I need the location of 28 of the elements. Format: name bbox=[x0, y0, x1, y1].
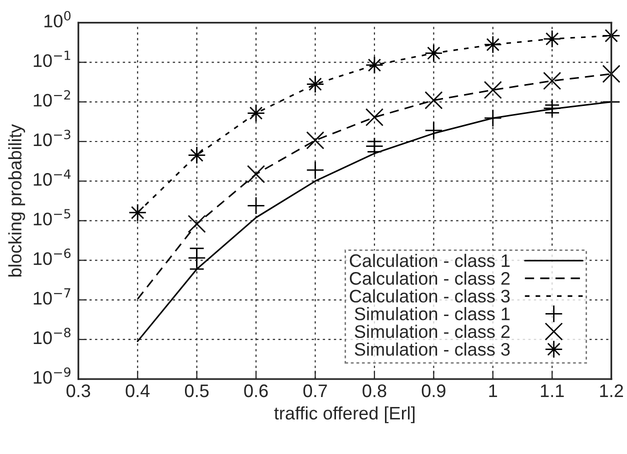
legend-label: Simulation - class 2 bbox=[354, 324, 510, 338]
legend-label: Simulation - class 1 bbox=[354, 307, 510, 320]
y-axis-title: blocking probability bbox=[8, 124, 26, 277]
x-tick-label: 1 bbox=[489, 384, 498, 398]
x-tick-label: 0.4 bbox=[126, 384, 150, 398]
x-tick-label: 1.1 bbox=[540, 384, 564, 398]
y-tick-label: 10$^{−7}$ bbox=[34, 288, 70, 305]
y-tick-label: 10$^{−3}$ bbox=[34, 130, 70, 146]
y-tick-label: 10$^{−4}$ bbox=[34, 170, 71, 186]
x-tick-label: 0.7 bbox=[303, 384, 327, 398]
y-tick-label: 10$^{−5}$ bbox=[34, 209, 70, 226]
legend-label: Calculation - class 2 bbox=[350, 272, 510, 285]
y-tick-label: 10$^{−8}$ bbox=[34, 328, 70, 344]
x-tick-label: 0.3 bbox=[66, 384, 90, 398]
y-tick-label: 10$^{−2}$ bbox=[34, 90, 70, 107]
y-tick-label: 10$^{−1}$ bbox=[34, 50, 70, 68]
x-tick-label: 0.8 bbox=[362, 384, 386, 398]
y-tick-label: 10$^{−9}$ bbox=[34, 367, 70, 384]
x-tick-label: 0.6 bbox=[244, 384, 268, 398]
legend-label: Calculation - class 1 bbox=[350, 254, 510, 268]
legend-label: Simulation - class 3 bbox=[354, 342, 510, 356]
legend-label: Calculation - class 3 bbox=[350, 289, 510, 303]
y-tick-label: 10$^{0}$ bbox=[44, 10, 71, 28]
x-tick-label: 1.2 bbox=[600, 384, 623, 398]
y-tick-label: 10$^{−6}$ bbox=[34, 248, 71, 265]
x-tick-label: 0.9 bbox=[422, 384, 446, 398]
x-tick-label: 0.5 bbox=[184, 384, 209, 398]
x-axis-title: traffic offered [Erl] bbox=[274, 406, 414, 424]
